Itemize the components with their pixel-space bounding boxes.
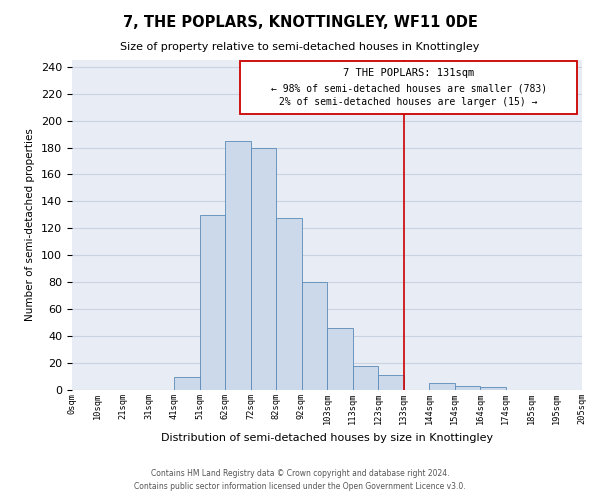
Bar bbox=[378, 375, 404, 390]
Bar bbox=[225, 141, 251, 390]
Text: 2% of semi-detached houses are larger (15) →: 2% of semi-detached houses are larger (1… bbox=[280, 97, 538, 107]
Bar bbox=[480, 388, 505, 390]
Bar bbox=[199, 215, 225, 390]
Bar bbox=[353, 366, 378, 390]
X-axis label: Distribution of semi-detached houses by size in Knottingley: Distribution of semi-detached houses by … bbox=[161, 432, 493, 442]
Bar bbox=[429, 384, 455, 390]
Text: 7, THE POPLARS, KNOTTINGLEY, WF11 0DE: 7, THE POPLARS, KNOTTINGLEY, WF11 0DE bbox=[122, 15, 478, 30]
Bar bbox=[327, 328, 353, 390]
FancyBboxPatch shape bbox=[240, 62, 577, 114]
Bar bbox=[174, 376, 199, 390]
Text: ← 98% of semi-detached houses are smaller (783): ← 98% of semi-detached houses are smalle… bbox=[271, 84, 547, 94]
Bar bbox=[302, 282, 327, 390]
Bar bbox=[276, 218, 302, 390]
Text: 7 THE POPLARS: 131sqm: 7 THE POPLARS: 131sqm bbox=[343, 68, 474, 78]
Bar bbox=[455, 386, 480, 390]
Y-axis label: Number of semi-detached properties: Number of semi-detached properties bbox=[25, 128, 35, 322]
Text: Contains HM Land Registry data © Crown copyright and database right 2024.
Contai: Contains HM Land Registry data © Crown c… bbox=[134, 469, 466, 491]
Bar bbox=[251, 148, 276, 390]
Text: Size of property relative to semi-detached houses in Knottingley: Size of property relative to semi-detach… bbox=[121, 42, 479, 52]
